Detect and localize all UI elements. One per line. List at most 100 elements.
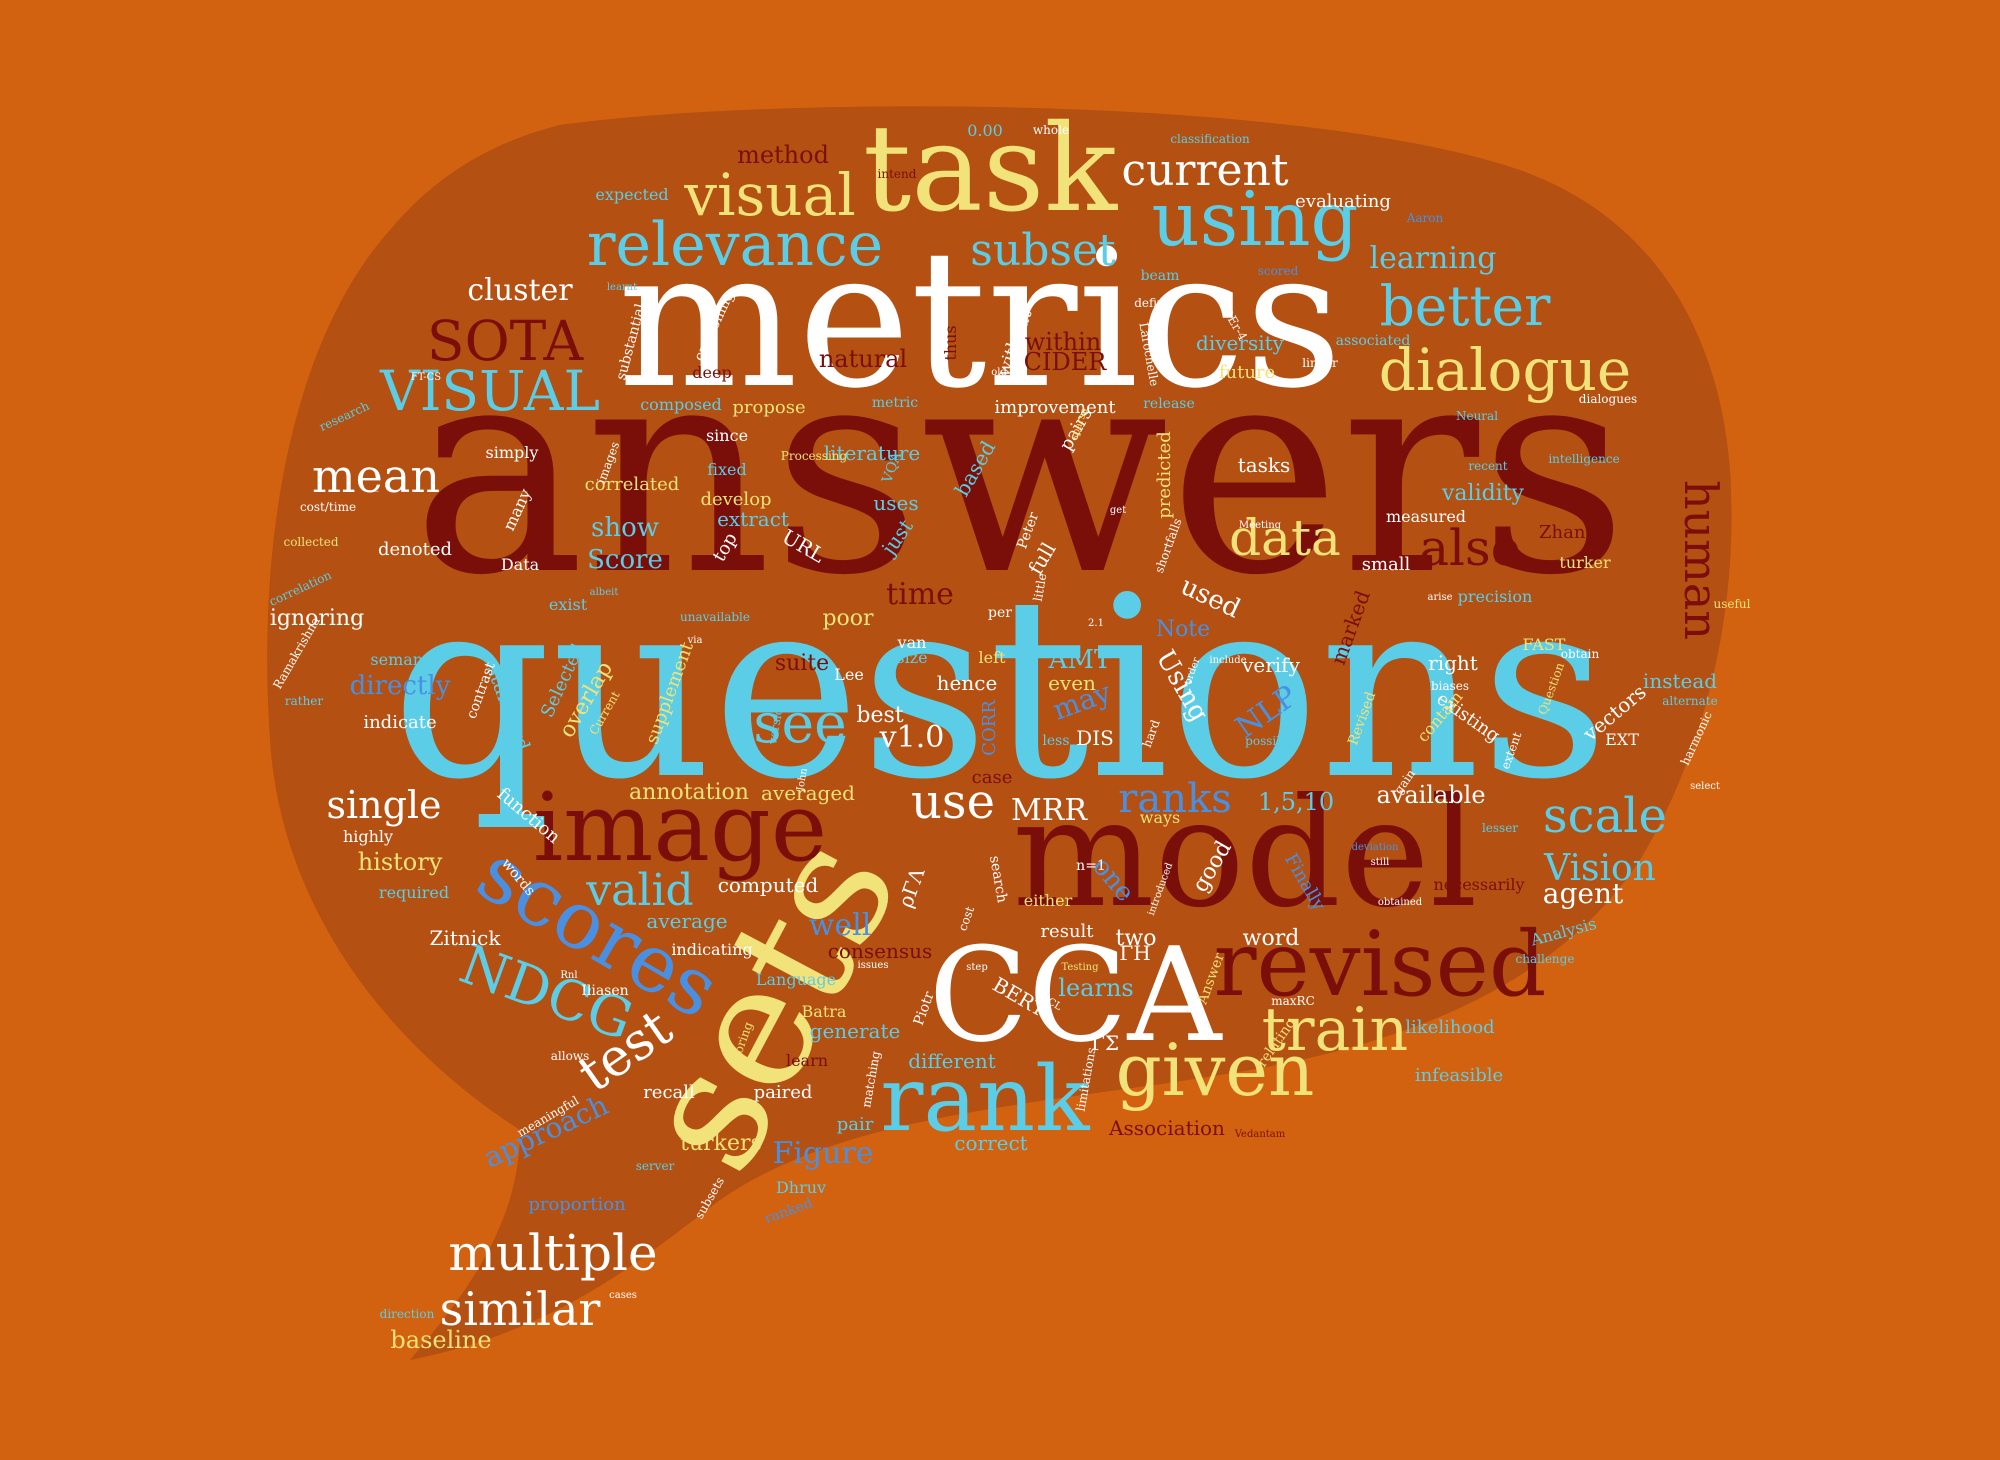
word: Vedantam [1234,1129,1286,1140]
word: associated [1336,333,1411,349]
word: release [1143,396,1195,412]
word: using [1151,175,1358,263]
word: allows [551,1049,589,1063]
word: proportion [528,1194,626,1215]
word: extract [717,507,789,531]
word: given [1116,1028,1315,1112]
word: left [979,648,1007,667]
word: deviation [1352,842,1399,853]
word: precision [1458,587,1533,606]
word: natural [819,345,907,373]
word: denoted [378,539,452,560]
word: FT-CS [411,372,441,383]
word: current [1121,145,1288,196]
word: via [687,635,703,646]
word: step [966,962,987,973]
word: computed [718,873,819,897]
word: ranks [1118,776,1232,822]
word: annotation [629,780,749,805]
word: ways [1140,808,1180,827]
word: suite [775,651,829,676]
word: data [1229,509,1341,567]
word: direction [380,1307,435,1321]
word: v1.0 [879,720,945,755]
word: dialogues [1579,392,1637,406]
word: develop [700,489,771,510]
word: recent [1468,459,1507,473]
word: FAST [1523,635,1566,654]
word: predicted [1154,431,1175,519]
word: beam [1141,268,1180,284]
word: metric [872,395,918,411]
word: possible [1245,734,1295,748]
word: future [1219,362,1275,383]
word: indicating [671,940,752,959]
word: diversity [1196,331,1285,355]
word: less [1042,733,1069,749]
word: highly [343,827,393,846]
word: correlated [585,474,680,495]
word: uses [873,491,918,515]
word: simply [486,443,539,462]
word: well [809,908,872,943]
word: fixed [707,460,746,479]
word: Note [1156,617,1210,642]
word: CIDER [1024,348,1108,376]
word: Zitnick [430,926,502,950]
word: validity [1441,481,1525,506]
word: learnt [607,282,637,293]
word: learning [1369,241,1496,276]
word: infeasible [1415,1065,1503,1086]
word: human [1674,480,1728,640]
word: maxRC [1271,994,1315,1008]
word: since [706,426,748,445]
word: show [591,513,659,543]
word: consensus [828,939,933,963]
word: Lee [834,665,864,684]
word: alternate [1662,694,1717,708]
word: CCA [929,919,1224,1071]
word: image [533,773,827,883]
word: word [1243,926,1300,951]
word: similar [440,1282,601,1336]
word: cost/time [300,500,356,514]
word: biases [1431,679,1469,693]
word: Processing [781,449,848,463]
word: obtained [1378,897,1423,908]
word: cluster [467,273,573,308]
word: albeit [590,587,619,598]
word: method [737,141,829,169]
word: answers [412,302,1628,639]
word: Neural [1456,409,1498,423]
word: subset [970,225,1116,276]
word: Vision [1543,848,1656,889]
word: old [991,367,1007,378]
word: Rnl [560,970,577,981]
word: little [1031,572,1050,602]
word: SOTA [427,309,584,373]
word: server [636,1159,675,1173]
word: evaluating [1295,191,1391,212]
word: Zhang [1539,522,1597,543]
word: ranked [762,1195,814,1227]
word: VISUAL [379,359,600,423]
word: per [988,605,1012,621]
word: propose [732,397,805,418]
word: learns [1058,974,1133,1002]
word: 2.1 [1088,618,1104,629]
word: turkers [680,1131,762,1156]
word: Meeting [1239,520,1282,531]
word: arise [1428,592,1453,603]
word: CORR [979,700,1000,756]
word: baseline [390,1326,491,1354]
word: get [1110,505,1126,516]
word: hence [937,671,998,695]
word: relevance [587,210,883,280]
word: thus [941,325,960,360]
word: available [1376,781,1485,809]
word: metrics [618,209,1342,430]
word: AMT [1048,645,1112,675]
word: generate [810,1019,901,1043]
word: single [326,783,441,827]
